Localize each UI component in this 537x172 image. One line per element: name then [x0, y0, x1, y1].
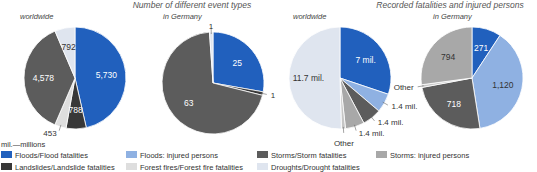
slices [289, 27, 391, 129]
data-label: 792 [62, 42, 76, 52]
pie-title: in Germany [163, 12, 203, 21]
group-heading: Recorded fatalities and injured persons [376, 0, 524, 10]
data-label: Other [334, 139, 354, 148]
figure: Number of different event types Recorded … [0, 0, 537, 172]
slices [24, 27, 126, 129]
legend-label: Forest fires/Forest fire fatalities [140, 163, 243, 172]
data-label: 788 [69, 105, 83, 115]
data-label: 271 [474, 43, 488, 53]
pie-slice [340, 78, 364, 129]
slices [421, 27, 523, 129]
pie-title: worldwide [20, 12, 53, 21]
pie-chart: worldwide 5,730 788 4,578 792 453 [20, 12, 126, 138]
pie-slice [421, 27, 472, 85]
pie-chart: worldwide 7 mil. 11.7 mil. 1.4 mil. 1.4 mil.… [289, 12, 417, 148]
legend-label: Floods/Flood fatalities [15, 151, 88, 160]
data-label: 7 mil. [356, 55, 376, 65]
legend-swatch [1, 151, 12, 158]
labels: 271 1,120 718 794 Other [394, 43, 514, 109]
data-label: 794 [441, 52, 455, 62]
data-label: Other [394, 83, 414, 92]
pie-slice [162, 32, 262, 134]
data-label: 1 [271, 91, 276, 100]
leader-line [371, 116, 375, 121]
leader-line [261, 93, 267, 94]
data-label: 1.4 mil. [378, 118, 404, 127]
leader-line [343, 127, 344, 133]
leader-line [59, 125, 61, 131]
pie-slice [289, 27, 341, 129]
pie-chart: in Germany 25 63 1 1 [162, 12, 276, 134]
labels: 5,730 788 4,578 792 453 [33, 42, 118, 138]
data-label: 5,730 [96, 70, 118, 80]
legend-label: Storms: injured persons [390, 151, 469, 160]
labels: 25 63 1 1 [184, 22, 276, 108]
leader-line [354, 125, 356, 131]
data-label: 63 [184, 98, 194, 108]
data-label: 1,120 [492, 80, 514, 90]
legend-label: Storms/Storm fatalities [271, 151, 347, 160]
pie-slice [422, 78, 480, 129]
pie-title: in Germany [433, 12, 473, 21]
data-label: 453 [43, 129, 57, 138]
data-label: 1.4 mil. [392, 102, 418, 111]
data-label: 4,578 [33, 73, 55, 83]
pie-title: worldwide [293, 12, 326, 21]
pie-slice [55, 27, 75, 78]
legend-swatch [1, 163, 12, 170]
pie-slice [209, 32, 213, 83]
legend-swatch [126, 163, 137, 170]
legend-swatch [126, 151, 137, 158]
pie-slice [213, 32, 264, 92]
group-heading: Number of different event types [133, 0, 252, 10]
leader-line [418, 86, 424, 87]
data-label: 25 [232, 58, 242, 68]
legend-label: Droughts/Drought fatalities [271, 163, 360, 172]
legend-label: Floods: injured persons [140, 151, 218, 160]
note: mil.—millions [1, 140, 45, 149]
legend-label: Landslides/Landslide fatalities [15, 163, 115, 172]
slices [162, 32, 264, 134]
legend-swatch [376, 151, 387, 158]
data-label: 1.4 mil. [359, 129, 385, 138]
pie-chart: in Germany 271 1,120 718 794 Other [394, 12, 523, 129]
data-label: 11.7 mil. [293, 73, 325, 83]
legend: Floods/Flood fatalities Floods: injured p… [1, 151, 469, 172]
leader-line [383, 102, 388, 105]
labels: 7 mil. 11.7 mil. 1.4 mil. 1.4 mil. 1.4 mil. O… [293, 55, 418, 148]
pie-slice [472, 35, 523, 128]
data-label: 1 [209, 22, 214, 31]
legend-swatch [257, 151, 268, 158]
legend-swatch [257, 163, 268, 170]
data-label: 718 [447, 99, 461, 109]
